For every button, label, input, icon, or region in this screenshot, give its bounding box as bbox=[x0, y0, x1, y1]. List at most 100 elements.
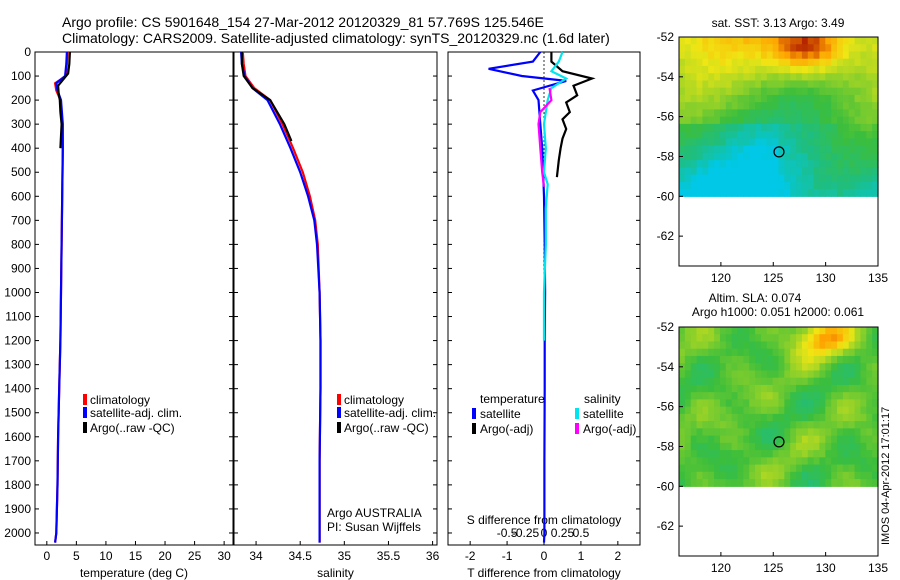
heatmap-cell bbox=[772, 457, 780, 466]
heatmap-cell bbox=[778, 471, 785, 480]
heatmap-cell bbox=[860, 334, 867, 343]
heatmap-cell bbox=[796, 181, 803, 190]
heatmap-cell bbox=[790, 80, 797, 89]
x2-tick-label: -0.5 bbox=[497, 526, 518, 540]
y-tick-label: 200 bbox=[11, 93, 31, 107]
heatmap-cell bbox=[679, 406, 686, 415]
heatmap-cell bbox=[825, 450, 832, 458]
heatmap-cell bbox=[819, 457, 826, 466]
heatmap-cell bbox=[813, 399, 821, 408]
heatmap-cell bbox=[743, 58, 750, 67]
heatmap-cell bbox=[796, 116, 803, 125]
heatmap-cell bbox=[784, 116, 791, 125]
heatmap-cell bbox=[837, 341, 844, 350]
heatmap-cell bbox=[848, 399, 856, 408]
heatmap-cell bbox=[755, 363, 762, 372]
heatmap-cell bbox=[725, 377, 733, 386]
heatmap-cell bbox=[731, 131, 739, 139]
heatmap-cell bbox=[737, 399, 744, 408]
heatmap-cell bbox=[679, 65, 686, 74]
heatmap-cell bbox=[801, 363, 809, 372]
heatmap-cell bbox=[848, 87, 856, 96]
heatmap-cell bbox=[679, 145, 686, 154]
heatmap-cell bbox=[749, 406, 756, 415]
heatmap-cell bbox=[696, 80, 704, 89]
heatmap-cell bbox=[743, 377, 750, 386]
heatmap-cell bbox=[872, 109, 879, 118]
x-tick-label: 36 bbox=[426, 549, 440, 563]
heatmap-cell bbox=[679, 327, 686, 335]
heatmap-cell bbox=[714, 457, 721, 466]
heatmap-cell bbox=[848, 355, 856, 364]
heatmap-cell bbox=[831, 392, 838, 401]
heatmap-cell bbox=[872, 65, 879, 74]
heatmap-cell bbox=[725, 181, 733, 190]
heatmap-cell bbox=[684, 116, 692, 125]
heatmap-cell bbox=[702, 123, 709, 132]
heatmap-cell bbox=[679, 392, 686, 401]
heatmap-cell bbox=[755, 116, 762, 125]
heatmap-cell bbox=[842, 327, 850, 335]
heatmap-cell bbox=[784, 341, 791, 350]
heatmap-cell bbox=[825, 399, 832, 408]
heatmap-cell bbox=[872, 94, 879, 103]
heatmap-cell bbox=[737, 450, 744, 458]
heatmap-cell bbox=[807, 384, 815, 393]
heatmap-cell bbox=[866, 450, 873, 458]
heatmap-cell bbox=[679, 377, 686, 386]
heatmap-cell bbox=[772, 116, 780, 125]
heatmap-cell bbox=[790, 131, 797, 139]
heatmap-cell bbox=[848, 450, 856, 458]
heatmap-cell bbox=[719, 334, 727, 343]
heatmap-cell bbox=[766, 471, 774, 480]
y-tick-label: 1900 bbox=[4, 502, 31, 516]
heatmap-cell bbox=[714, 131, 721, 139]
heatmap-cell bbox=[807, 392, 815, 401]
heatmap-cell bbox=[690, 406, 698, 415]
heatmap-cell bbox=[866, 464, 873, 473]
heatmap-cell bbox=[743, 435, 750, 444]
heatmap-cell bbox=[714, 116, 721, 125]
heatmap-cell bbox=[766, 160, 774, 168]
heatmap-cell bbox=[743, 44, 750, 53]
heatmap-cell bbox=[679, 479, 686, 487]
heatmap-cell bbox=[790, 116, 797, 125]
heatmap-cell bbox=[842, 145, 850, 154]
heatmap-cell bbox=[848, 421, 856, 429]
heatmap-cell bbox=[684, 94, 692, 103]
heatmap-cell bbox=[831, 435, 838, 444]
x-tick-label: 130 bbox=[816, 271, 836, 285]
heatmap-cell bbox=[831, 65, 838, 74]
heatmap-cell bbox=[837, 384, 844, 393]
heatmap-cell bbox=[749, 189, 756, 197]
x-tick-label: 5 bbox=[73, 549, 80, 563]
heatmap-cell bbox=[848, 181, 856, 190]
heatmap-cell bbox=[725, 421, 733, 429]
heatmap-cell bbox=[860, 167, 867, 176]
heatmap-cell bbox=[796, 435, 803, 444]
heatmap-cell bbox=[690, 392, 698, 401]
heatmap-cell bbox=[872, 479, 879, 487]
heatmap-cell bbox=[854, 102, 862, 111]
heatmap-cell bbox=[872, 413, 879, 422]
heatmap-cell bbox=[714, 160, 721, 168]
heatmap-cell bbox=[831, 370, 838, 379]
heatmap-cell bbox=[796, 370, 803, 379]
heatmap-cell bbox=[731, 174, 739, 183]
x-tick-label: 25 bbox=[188, 549, 202, 563]
heatmap-cell bbox=[749, 399, 756, 408]
heatmap-cell bbox=[696, 471, 704, 480]
heatmap-cell bbox=[731, 392, 739, 401]
heatmap-cell bbox=[825, 102, 832, 111]
heatmap-cell bbox=[866, 160, 873, 168]
heatmap-cell bbox=[854, 377, 862, 386]
heatmap-cell bbox=[837, 363, 844, 372]
heatmap-cell bbox=[766, 73, 774, 82]
heatmap-cell bbox=[819, 181, 826, 190]
heatmap-cell bbox=[714, 384, 721, 393]
heatmap-cell bbox=[702, 392, 709, 401]
heatmap-cell bbox=[737, 102, 744, 111]
heatmap-cell bbox=[708, 421, 715, 429]
heatmap-cell bbox=[801, 384, 809, 393]
heatmap-cell bbox=[737, 334, 744, 343]
